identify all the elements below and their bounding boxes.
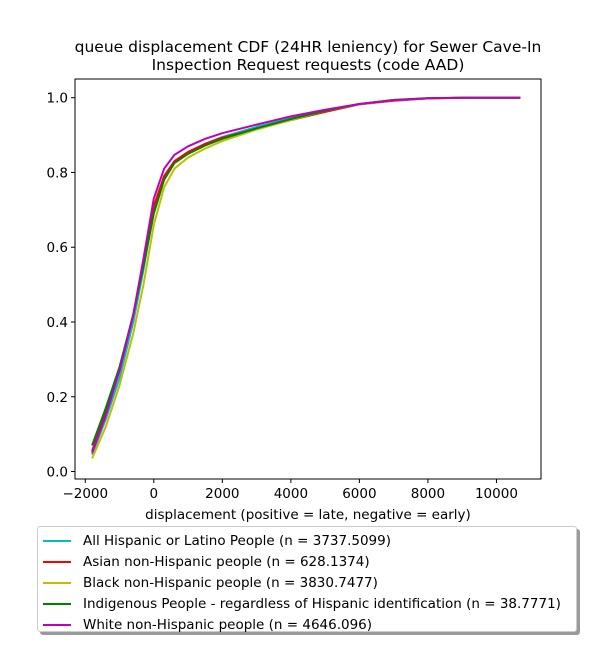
legend-swatch <box>43 602 71 605</box>
legend-item: Asian non-Hispanic people (n = 628.1374) <box>38 551 576 572</box>
x-tick-label: 4000 <box>274 486 308 502</box>
y-tick-label: 0.6 <box>47 240 68 256</box>
legend-label: Indigenous People - regardless of Hispan… <box>83 595 561 612</box>
series-line-3 <box>91 96 521 446</box>
x-axis-ticks: −2000 0 2000 4000 6000 8000 10000 <box>62 479 518 502</box>
series-layer <box>91 96 521 459</box>
legend-swatch <box>43 623 71 626</box>
y-tick-label: 0.2 <box>47 390 68 406</box>
legend-label: Asian non-Hispanic people (n = 628.1374) <box>83 553 370 570</box>
series-line-4 <box>91 96 521 454</box>
legend-swatch <box>43 581 71 584</box>
series-line-0 <box>91 96 521 456</box>
y-axis-ticks: 0.0 0.2 0.4 0.6 0.8 1.0 <box>47 91 75 481</box>
y-tick-label: 0.0 <box>47 465 68 481</box>
legend-item: Indigenous People - regardless of Hispan… <box>38 593 576 614</box>
y-tick-label: 0.4 <box>47 315 68 331</box>
x-tick-label: 0 <box>150 486 159 502</box>
chart-title-line-1: queue displacement CDF (24HR leniency) f… <box>75 38 542 56</box>
legend-item: Black non-Hispanic people (n = 3830.7477… <box>38 572 576 593</box>
series-line-2 <box>91 96 521 459</box>
x-tick-label: −2000 <box>62 486 108 502</box>
chart-title-line-2: Inspection Request requests (code AAD) <box>152 56 465 74</box>
x-axis-label: displacement (positive = late, negative … <box>145 507 471 523</box>
y-tick-label: 0.8 <box>47 165 68 181</box>
legend-swatch <box>43 560 71 563</box>
x-tick-label: 2000 <box>205 486 239 502</box>
legend-item: All Hispanic or Latino People (n = 3737.… <box>38 530 576 551</box>
x-tick-label: 8000 <box>411 486 445 502</box>
y-tick-label: 1.0 <box>47 91 68 107</box>
legend-label: White non-Hispanic people (n = 4646.096) <box>83 616 373 633</box>
chart-legend: All Hispanic or Latino People (n = 3737.… <box>37 526 577 635</box>
plot-frame <box>74 78 542 480</box>
legend-swatch <box>43 539 71 542</box>
legend-label: Black non-Hispanic people (n = 3830.7477… <box>83 574 378 591</box>
series-line-1 <box>91 96 521 452</box>
x-tick-label: 10000 <box>475 486 518 502</box>
legend-label: All Hispanic or Latino People (n = 3737.… <box>83 532 392 549</box>
x-tick-label: 6000 <box>342 486 376 502</box>
legend-item: White non-Hispanic people (n = 4646.096) <box>38 614 576 635</box>
